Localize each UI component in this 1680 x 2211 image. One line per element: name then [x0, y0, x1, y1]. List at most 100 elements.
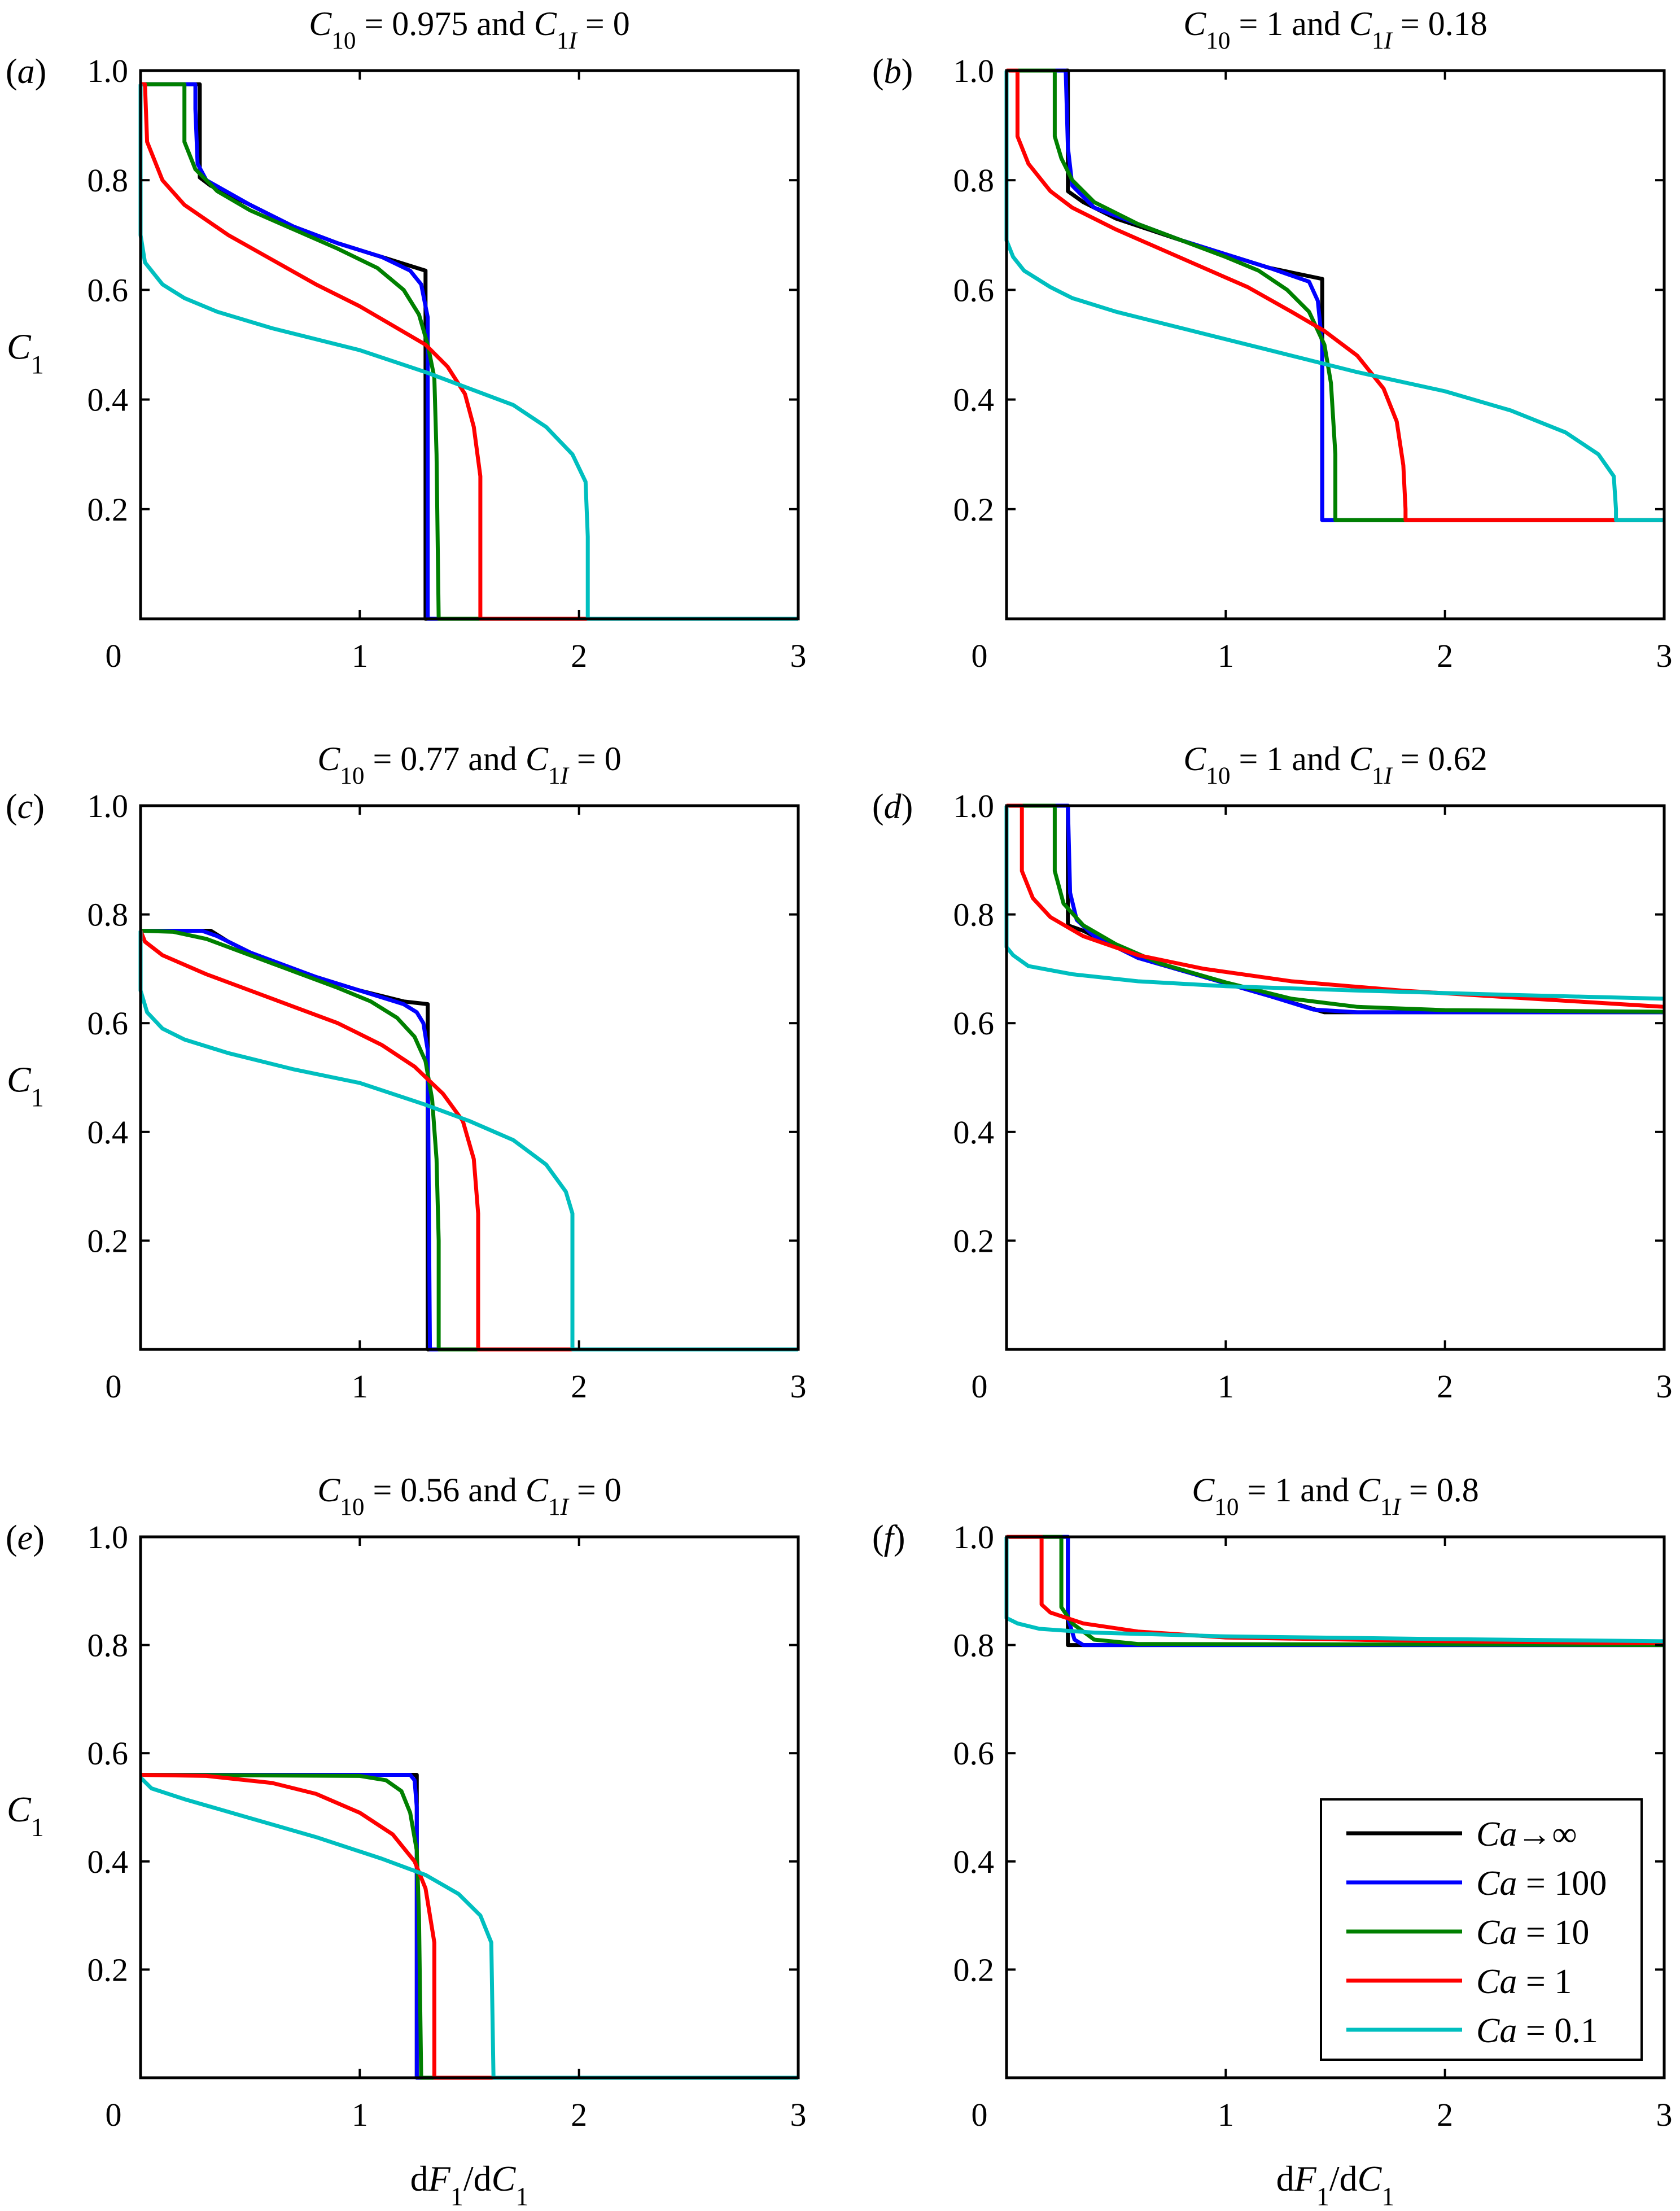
- x-tick-label: 0: [106, 637, 122, 674]
- series-line: [1007, 1535, 1664, 1648]
- y-tick-label: 0.4: [953, 1114, 995, 1151]
- legend-label-part: = 0.1: [1517, 2012, 1598, 2050]
- x-tick-label: 0: [972, 637, 988, 674]
- x-tick-label: 1: [1218, 2096, 1234, 2133]
- panel-title-part: C: [317, 1471, 340, 1509]
- panel-title-part: I: [1384, 763, 1394, 789]
- legend-label: Ca = 100: [1476, 1864, 1607, 1903]
- panel-title-part: = 0.56 and: [364, 1471, 525, 1509]
- panel-label-part: d: [884, 788, 902, 826]
- y-tick-label: 0.2: [88, 1951, 129, 1988]
- x-tick-label: 2: [1437, 2096, 1453, 2133]
- panel-title-part: 10: [340, 1494, 364, 1520]
- y-tick-label: 0.6: [88, 1735, 129, 1772]
- series-line: [1004, 1537, 1665, 1644]
- panel-title-part: = 0.77 and: [364, 740, 525, 777]
- panel-title-part: I: [1384, 28, 1394, 54]
- y-tick-label: 0.8: [88, 1627, 129, 1664]
- series-group: [1004, 1535, 1665, 1648]
- panel-title: C10 = 0.77 and C1I = 0: [317, 740, 622, 789]
- x-axis-label-part: F: [428, 2158, 451, 2199]
- panel-label: (f): [872, 1519, 905, 1557]
- x-axis-label-part: 1: [450, 2182, 463, 2211]
- panel-f: C10 = 1 and C1I = 0.8(f)dF1/dC10.20.40.6…: [872, 1471, 1673, 2211]
- x-tick-label: 0: [106, 1368, 122, 1405]
- x-axis-label-part: d: [410, 2158, 428, 2199]
- x-tick-label: 3: [1656, 637, 1673, 674]
- y-tick-label: 1.0: [88, 788, 129, 824]
- panel-title-part: I: [560, 1494, 570, 1520]
- panel-title-part: 1: [557, 28, 569, 54]
- panel-a: C10 = 0.975 and C1I = 0(a)C10.20.40.60.8…: [6, 5, 807, 674]
- series-line: [138, 930, 798, 1352]
- panel-label: (d): [872, 788, 913, 826]
- panel-title-part: C: [526, 1471, 549, 1509]
- panel-title-part: C: [1349, 740, 1372, 777]
- y-tick-label: 1.0: [88, 53, 129, 89]
- panel-title: C10 = 0.56 and C1I = 0: [317, 1471, 622, 1520]
- x-tick-label: 2: [1437, 637, 1453, 674]
- y-axis-label-part: 1: [31, 1813, 44, 1842]
- panel-title-part: C: [1183, 740, 1206, 777]
- y-axis-label-part: 1: [31, 1083, 44, 1112]
- legend-label-part: Ca: [1476, 2012, 1517, 2050]
- panel-title-part: 1: [1380, 1494, 1393, 1520]
- panel-title-part: 1: [548, 1494, 561, 1520]
- series-line: [139, 1776, 798, 2080]
- panel-title-part: = 1 and: [1230, 5, 1349, 42]
- panel-title-part: 10: [331, 28, 356, 54]
- y-tick-label: 0.4: [88, 1114, 129, 1151]
- legend-label: Ca = 10: [1476, 1913, 1589, 1952]
- legend-label: Ca = 1: [1476, 1963, 1572, 2001]
- x-tick-label: 1: [352, 1368, 368, 1405]
- panel-label-part: e: [18, 1519, 33, 1557]
- x-tick-label: 3: [1656, 2096, 1673, 2133]
- panel-title-part: 1: [1372, 28, 1384, 54]
- panel-label-part: ): [33, 1519, 45, 1557]
- y-tick-label: 0.8: [953, 897, 995, 933]
- axes-frame: [139, 1535, 800, 2079]
- y-axis-label: C1: [7, 1060, 44, 1112]
- x-axis-label-part: C: [492, 2158, 517, 2199]
- x-tick-label: 3: [790, 1368, 807, 1405]
- panel-title-part: I: [560, 763, 570, 789]
- x-tick-label: 1: [1218, 1368, 1234, 1405]
- y-tick-label: 0.6: [88, 272, 129, 308]
- y-tick-label: 1.0: [88, 1519, 129, 1555]
- x-tick-label: 1: [352, 2096, 368, 2133]
- series-line: [1007, 803, 1664, 1015]
- series-group: [1004, 803, 1665, 1015]
- legend-label-part: →∞: [1517, 1815, 1577, 1854]
- legend-label-part: Ca: [1476, 1864, 1517, 1903]
- series-line: [141, 82, 798, 621]
- y-axis-label-part: C: [7, 1060, 32, 1100]
- panel-label: (c): [6, 788, 45, 826]
- series-line: [141, 82, 798, 621]
- panel-e: C10 = 0.56 and C1I = 0(e)C1dF1/dC10.20.4…: [6, 1471, 807, 2211]
- panel-title-part: = 0: [577, 5, 630, 42]
- y-tick-label: 1.0: [953, 788, 995, 824]
- x-tick-label: 2: [571, 637, 587, 674]
- panel-title-part: C: [317, 740, 340, 777]
- series-line: [138, 930, 798, 1352]
- panel-label-part: ): [33, 788, 45, 826]
- x-tick-label: 2: [1437, 1368, 1453, 1405]
- panel-title-part: C: [534, 5, 557, 42]
- panel-label-part: a: [18, 53, 35, 91]
- series-group: [139, 1773, 798, 2080]
- panel-title-part: I: [568, 28, 579, 54]
- panel-title-part: 10: [340, 763, 364, 789]
- panel-label-part: (: [872, 53, 884, 91]
- x-tick-label: 0: [106, 2096, 122, 2133]
- panel-title: C10 = 1 and C1I = 0.62: [1183, 740, 1488, 789]
- series-line: [140, 1773, 798, 2080]
- series-line: [141, 82, 798, 621]
- y-tick-label: 0.4: [88, 382, 129, 418]
- y-tick-label: 1.0: [953, 1519, 995, 1555]
- axes-frame: [1005, 1535, 1666, 2079]
- panel-label-part: (: [6, 53, 18, 91]
- y-tick-label: 1.0: [953, 53, 995, 89]
- panel-label: (e): [6, 1519, 45, 1557]
- panel-title: C10 = 1 and C1I = 0.8: [1192, 1471, 1479, 1520]
